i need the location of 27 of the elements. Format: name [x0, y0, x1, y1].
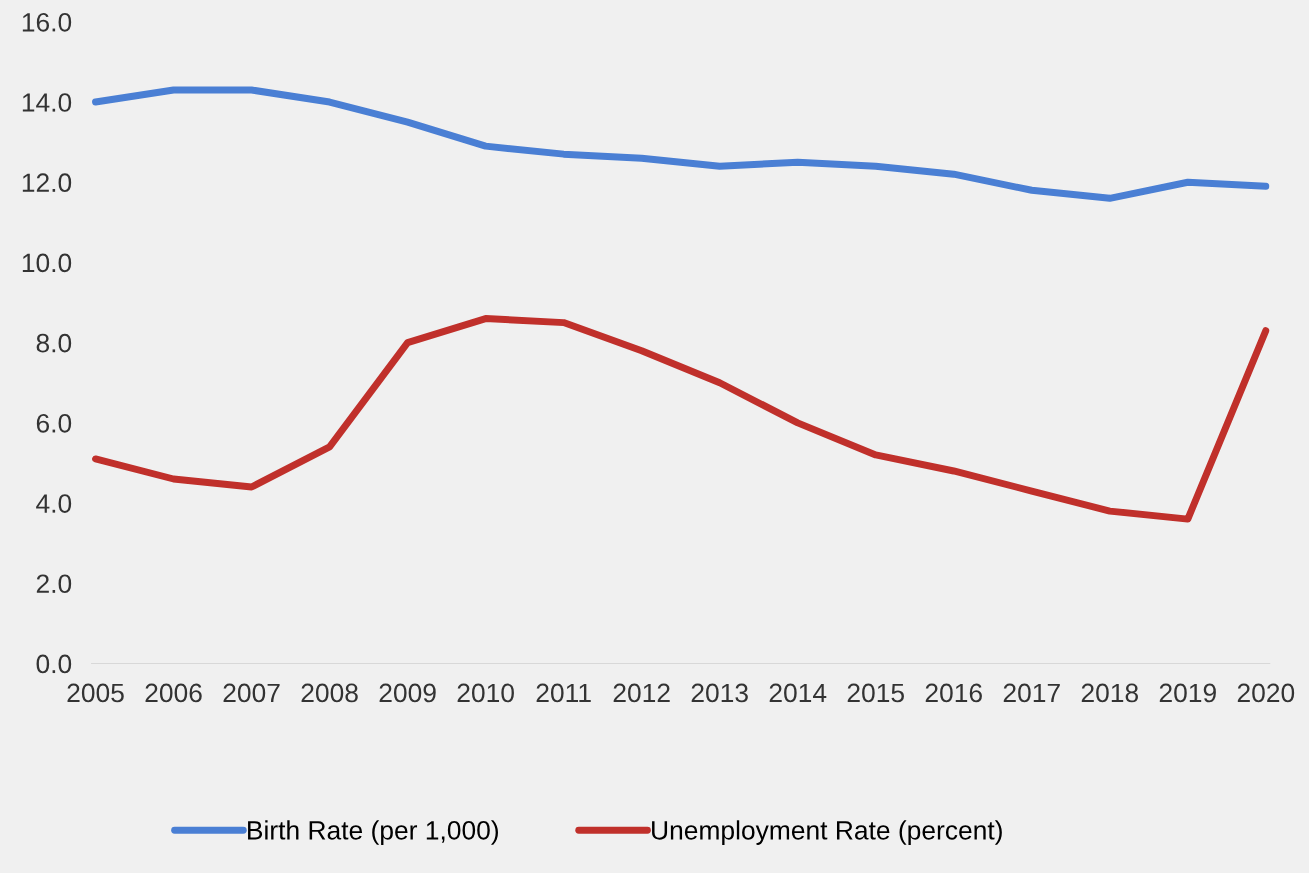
x-tick-label: 2008: [301, 683, 358, 703]
y-tick-label: 16.0: [22, 12, 72, 32]
x-tick-label: 2015: [847, 683, 904, 703]
x-tick-label: 2016: [925, 683, 982, 703]
x-tick-label: 2007: [223, 683, 280, 703]
y-tick-label: 14.0: [22, 93, 72, 112]
x-tick-label: 2011: [536, 683, 591, 703]
x-tick-label: 2019: [1159, 683, 1216, 703]
x-tick-label: 2012: [613, 683, 670, 703]
y-tick-label: 4.0: [36, 494, 72, 513]
x-tick-label: 2009: [379, 683, 436, 703]
y-tick-label: 6.0: [36, 413, 72, 433]
x-tick-label: 2013: [691, 683, 748, 703]
y-tick-label: 8.0: [36, 333, 72, 353]
x-tick-label: 2014: [769, 683, 827, 703]
y-tick-label: 2.0: [36, 574, 72, 594]
x-tick-label: 2018: [1081, 683, 1138, 703]
y-tick-label: 10.0: [22, 253, 72, 273]
x-tick-label: 2005: [67, 683, 124, 703]
legend-label: Unemployment Rate (percent): [652, 820, 1002, 845]
x-tick-label: 2006: [145, 683, 202, 703]
x-tick-label: 2020: [1237, 683, 1295, 703]
y-tick-label: 0.0: [36, 654, 72, 674]
legend-label: Birth Rate (per 1,000): [248, 820, 498, 845]
x-tick-label: 2017: [1003, 683, 1060, 703]
x-tick-label: 2010: [457, 683, 514, 703]
y-tick-label: 12.0: [22, 173, 72, 193]
